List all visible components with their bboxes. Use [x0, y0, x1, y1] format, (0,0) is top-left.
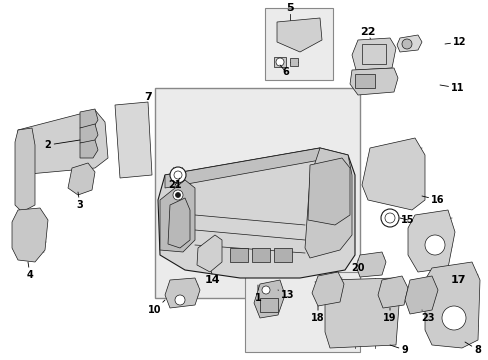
Text: 7: 7 — [144, 92, 152, 102]
Bar — [361, 44, 385, 64]
Text: 8: 8 — [464, 342, 481, 355]
Polygon shape — [164, 148, 319, 188]
Circle shape — [175, 193, 180, 198]
Text: 23: 23 — [420, 310, 434, 323]
Text: 15: 15 — [399, 215, 414, 225]
Text: 21: 21 — [168, 178, 182, 190]
Text: 12: 12 — [444, 37, 466, 47]
Text: 1: 1 — [254, 285, 261, 303]
Bar — [251, 248, 269, 262]
Circle shape — [262, 286, 269, 294]
Circle shape — [380, 209, 398, 227]
Text: 18: 18 — [310, 306, 324, 323]
Polygon shape — [276, 18, 321, 52]
Text: 6: 6 — [280, 65, 289, 77]
Polygon shape — [80, 109, 98, 128]
Text: 16: 16 — [421, 195, 444, 205]
Polygon shape — [15, 128, 35, 212]
Circle shape — [170, 167, 185, 183]
Polygon shape — [349, 68, 397, 95]
Text: 3: 3 — [77, 192, 83, 210]
Polygon shape — [355, 252, 385, 277]
Text: 17: 17 — [449, 275, 465, 285]
Polygon shape — [160, 180, 195, 252]
Circle shape — [401, 39, 411, 49]
Bar — [229, 248, 247, 262]
Circle shape — [275, 58, 284, 66]
Polygon shape — [305, 148, 351, 258]
Polygon shape — [12, 208, 48, 262]
Text: 14: 14 — [204, 275, 220, 285]
Polygon shape — [18, 110, 108, 175]
Polygon shape — [351, 38, 395, 70]
Polygon shape — [115, 102, 152, 178]
Polygon shape — [197, 235, 222, 272]
Bar — [289, 58, 297, 66]
Bar — [244, 272, 359, 352]
Text: 4: 4 — [26, 262, 33, 280]
Polygon shape — [68, 163, 95, 195]
Polygon shape — [407, 210, 454, 272]
Bar — [273, 57, 285, 67]
Text: 19: 19 — [383, 308, 396, 323]
Polygon shape — [253, 280, 285, 318]
Bar — [155, 88, 359, 298]
Text: 2: 2 — [44, 140, 80, 150]
Polygon shape — [404, 276, 437, 314]
Polygon shape — [158, 148, 354, 278]
Text: 22: 22 — [360, 27, 375, 37]
Text: 20: 20 — [350, 260, 364, 273]
Text: 11: 11 — [439, 83, 464, 93]
Bar — [354, 74, 374, 88]
Polygon shape — [396, 35, 421, 52]
Text: 13: 13 — [278, 290, 294, 300]
Polygon shape — [377, 276, 407, 308]
Polygon shape — [424, 262, 479, 348]
Polygon shape — [307, 158, 349, 225]
Polygon shape — [164, 278, 200, 308]
Polygon shape — [80, 124, 98, 143]
Bar — [260, 298, 278, 312]
Circle shape — [424, 235, 444, 255]
Polygon shape — [80, 140, 98, 158]
Circle shape — [441, 306, 465, 330]
Circle shape — [175, 295, 184, 305]
Text: 9: 9 — [389, 345, 407, 355]
Polygon shape — [361, 138, 424, 210]
Circle shape — [174, 171, 182, 179]
Bar — [264, 8, 332, 80]
Circle shape — [384, 213, 394, 223]
Circle shape — [173, 190, 183, 200]
Text: 10: 10 — [148, 300, 164, 315]
Text: 5: 5 — [285, 3, 293, 13]
Polygon shape — [168, 198, 190, 248]
Polygon shape — [311, 272, 343, 306]
Polygon shape — [325, 278, 399, 348]
Bar — [273, 248, 291, 262]
